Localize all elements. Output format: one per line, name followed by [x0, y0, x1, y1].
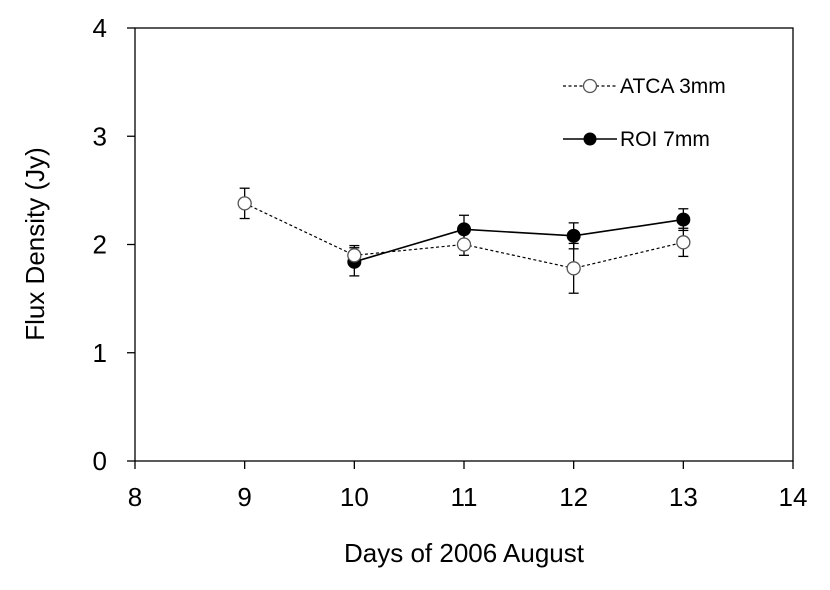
y-axis-title: Flux Density (Jy) — [20, 147, 50, 341]
legend-label: ATCA 3mm — [620, 75, 726, 98]
y-tick-label: 2 — [93, 230, 107, 260]
data-point — [456, 237, 472, 252]
legend: ATCA 3mm ROI 7mm — [563, 75, 726, 151]
legend-label: ROI 7mm — [620, 128, 710, 151]
series-roi-7mm — [347, 208, 691, 277]
legend-item-roi-7mm: ROI 7mm — [563, 128, 710, 151]
y-tick-label: 0 — [93, 446, 107, 476]
y-tick-label: 1 — [93, 338, 107, 368]
data-point — [237, 196, 252, 211]
legend-marker — [582, 78, 598, 94]
data-point — [566, 228, 581, 243]
data-point — [347, 248, 362, 263]
y-axis: 0 1 2 3 4 — [93, 13, 135, 476]
x-tick-label: 12 — [559, 482, 588, 512]
series-layer — [237, 187, 691, 294]
x-tick-label: 8 — [128, 482, 142, 512]
x-tick-label: 13 — [669, 482, 698, 512]
series-line-roi-7mm — [354, 218, 684, 263]
data-point — [676, 235, 691, 250]
x-tick-label: 10 — [340, 482, 369, 512]
y-tick-label: 4 — [93, 13, 107, 43]
y-tick-label: 3 — [93, 121, 107, 151]
series-atca-3mm — [237, 187, 691, 294]
x-tick-label: 11 — [451, 482, 478, 512]
data-point — [566, 261, 581, 276]
data-point — [676, 212, 691, 227]
x-tick-label: 9 — [237, 482, 251, 512]
x-axis: 8 9 10 11 12 13 14 — [128, 461, 808, 512]
x-tick-label: 14 — [779, 482, 808, 512]
legend-marker — [583, 132, 597, 146]
x-axis-title: Days of 2006 August — [344, 538, 585, 568]
legend-item-atca-3mm: ATCA 3mm — [563, 75, 726, 98]
